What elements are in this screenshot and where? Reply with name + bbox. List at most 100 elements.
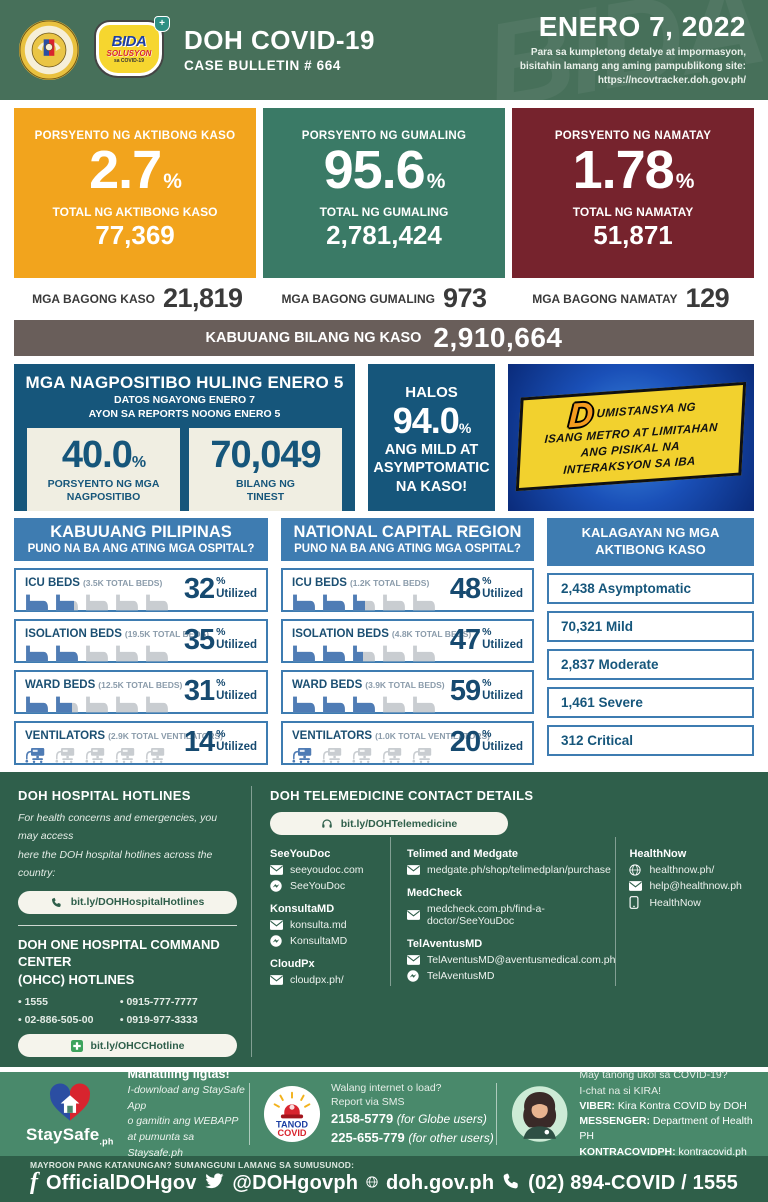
contact-link[interactable]: medcheck.com.ph/find-a-doctor/SeeYouDoc: [407, 903, 615, 927]
active-status-item: 70,321 Mild: [547, 610, 754, 642]
percent-number: 48: [449, 573, 481, 605]
header-note: Para sa kumpletong detalye at impormasyo…: [519, 46, 746, 86]
icon-fill-clip: [292, 695, 382, 715]
phone-link[interactable]: (02) 894-COVID / 1555: [502, 1172, 738, 1195]
hospital-column-title: KABUUANG PILIPINAS: [50, 523, 232, 541]
total-value: 51,871: [593, 219, 673, 250]
footer-band: StaySafe.ph Manatiling ligtas! I-downloa…: [0, 1067, 768, 1159]
twitter-icon: [204, 1171, 224, 1196]
header: BIDA! BIDA SOLUSYON sa COVID-19 + DOH CO…: [0, 0, 768, 100]
percent-label: PORSYENTO NG AKTIBONG KASO: [34, 130, 236, 142]
contact-link[interactable]: seeyoudoc.com: [270, 864, 380, 876]
row-label: ISOLATION BEDS (4.8K TOTAL BEDS): [292, 624, 524, 642]
ohcc-number[interactable]: • 0915-777-7777: [119, 996, 198, 1009]
telemedicine-link[interactable]: bit.ly/DOHTelemedicine: [270, 812, 508, 835]
hospital-column-question: PUNO NA BA ANG ATING MGA OSPITAL?: [27, 543, 255, 555]
icon-layer-filled: [292, 746, 322, 766]
positivity-title: MGA NAGPOSITIBO HULING ENERO 5: [25, 373, 344, 392]
resource-name: WARD BEDS: [292, 679, 363, 691]
percent-sign: %: [482, 677, 492, 689]
utilization-percent: 31% Utilized: [184, 675, 257, 708]
percent-sign: %: [216, 575, 226, 587]
svg-text:COVID: COVID: [277, 1128, 306, 1138]
telemedicine-providers: SeeYouDoc seeyoudoc.com SeeYouDoc KonsultaM…: [270, 837, 767, 986]
icon-layer-filled: [25, 593, 74, 613]
hospital-utilization-row: VENTILATORS (2.9K TOTAL VENTILATORS) 14% Ut…: [14, 721, 268, 765]
globe-icon: [629, 864, 643, 876]
provider-name: CloudPx: [270, 958, 315, 970]
tracker-url[interactable]: https://ncovtracker.doh.gov.ph/: [597, 74, 746, 86]
contact-link[interactable]: help@healthnow.ph: [629, 880, 767, 892]
contact-link[interactable]: medgate.ph/shop/telimedplan/purchase: [407, 864, 615, 876]
icon-fill-clip: [25, 644, 78, 664]
mail-icon: [270, 975, 284, 985]
active-status-item: 2,837 Moderate: [547, 648, 754, 680]
kira-channel-label: MESSENGER:: [579, 1115, 650, 1128]
kira-contact-row: VIBER: Kira Kontra COVID by DOH: [579, 1099, 768, 1114]
hospital-hotlines-link[interactable]: bit.ly/DOHHospitalHotlines: [18, 890, 237, 914]
twitter-link[interactable]: @DOHgovph: [204, 1171, 358, 1196]
icon-fill-clip: [292, 644, 364, 664]
phone-icon: [51, 897, 65, 908]
mild-percent: 94.0: [392, 400, 460, 441]
hospital-column-title: NATIONAL CAPITAL REGION: [293, 523, 522, 541]
contact-text: help@healthnow.ph: [649, 880, 742, 892]
row-label: VENTILATORS (1.0K TOTAL VENTILATORS): [292, 726, 524, 744]
facebook-link[interactable]: f OfficialDOHgov: [30, 1170, 197, 1195]
contact-link[interactable]: TelAventusMD: [407, 970, 615, 982]
row-label: ICU BEDS (1.2K TOTAL BEDS): [292, 573, 524, 591]
utilization-percent: 32% Utilized: [183, 573, 257, 606]
ohcc-hotline-link[interactable]: bit.ly/OHCCHotline: [18, 1034, 237, 1058]
new-count-value: 129: [685, 283, 730, 313]
contact-link[interactable]: cloudpx.ph/: [270, 974, 380, 986]
contact-link[interactable]: HealthNow: [629, 896, 767, 909]
mail-icon: [270, 865, 284, 875]
hospital-utilization-row: WARD BEDS (3.9K TOTAL BEDS) 59% Utilized: [281, 670, 534, 714]
contact-link[interactable]: SeeYouDoc: [270, 880, 380, 892]
utilized-label: Utilized: [216, 689, 257, 702]
ohcc-number[interactable]: • 0919-977-3333: [119, 1014, 198, 1027]
percent-number: 59: [449, 675, 481, 707]
total-value: 2,781,424: [326, 219, 442, 250]
doh-seal-logo: [18, 19, 80, 81]
icon-fill-clip: [292, 593, 365, 613]
contact-text: medgate.ph/shop/telimedplan/purchase: [427, 864, 611, 876]
kira-segment: May tanong ukol sa COVID-19? I-chat na s…: [497, 1069, 768, 1158]
ohcc-number[interactable]: • 1555: [18, 996, 48, 1009]
percent-sign: %: [216, 626, 226, 638]
bulletin-number: CASE BULLETIN # 664: [184, 58, 341, 74]
contact-link[interactable]: healthnow.ph/: [629, 864, 767, 876]
positivity-panel: MGA NAGPOSITIBO HULING ENERO 5 DATOS NGA…: [14, 364, 355, 511]
percent-number: 32: [183, 573, 215, 605]
positivity-row: MGA NAGPOSITIBO HULING ENERO 5 DATOS NGA…: [14, 364, 754, 511]
hospital-column-philippines: KABUUANG PILIPINAS PUNO NA BA ANG ATING M…: [14, 518, 268, 765]
staysafe-logo: StaySafe.ph: [26, 1083, 114, 1146]
resource-name: ISOLATION BEDS: [292, 628, 389, 640]
kira-channel-label: VIBER:: [579, 1099, 615, 1112]
percent-value: 95.6%: [323, 140, 446, 200]
mail-icon: [407, 955, 421, 965]
resource-capacity: (12.5K TOTAL BEDS): [98, 680, 183, 690]
utilization-percent: 59% Utilized: [449, 675, 523, 708]
contact-link[interactable]: konsulta.md: [270, 919, 380, 931]
contact-text: medcheck.com.ph/find-a-doctor/SeeYouDoc: [427, 903, 545, 927]
telemedicine-provider-column: Telimed and Medgate medgate.ph/shop/telim…: [390, 837, 615, 986]
globe-link[interactable]: doh.gov.ph: [366, 1172, 494, 1195]
social-handle: OfficialDOHgov: [46, 1172, 197, 1195]
mild-asymptomatic-panel: HALOS 94.0% ANG MILD AT ASYMPTOMATIC NA …: [368, 364, 495, 511]
contact-link[interactable]: KonsultaMD: [270, 935, 380, 947]
resource-capacity: (2.9K TOTAL VENTILATORS): [108, 731, 224, 741]
provider-name: TelAventusMD: [407, 938, 483, 950]
resource-name: VENTILATORS: [292, 730, 373, 742]
new-counts-row: MGA BAGONG KASO 21,819 MGA BAGONG GUMALING…: [14, 283, 754, 314]
ohcc-number[interactable]: • 02-886-505-00: [18, 1014, 94, 1027]
staysafe-segment: StaySafe.ph Manatiling ligtas! I-downloa…: [0, 1067, 250, 1159]
contact-link[interactable]: TelAventusMD@aventusmedical.com.ph: [407, 954, 615, 966]
resource-capacity: (3.5K TOTAL BEDS): [82, 578, 163, 588]
percent-number: 47: [449, 624, 481, 656]
contact-text: TelAventusMD: [427, 970, 495, 982]
resource-name: ISOLATION BEDS: [25, 628, 122, 640]
new-count-0: MGA BAGONG KASO 21,819: [14, 283, 261, 314]
percent-number: 20: [449, 726, 481, 758]
mail-icon: [407, 865, 421, 875]
